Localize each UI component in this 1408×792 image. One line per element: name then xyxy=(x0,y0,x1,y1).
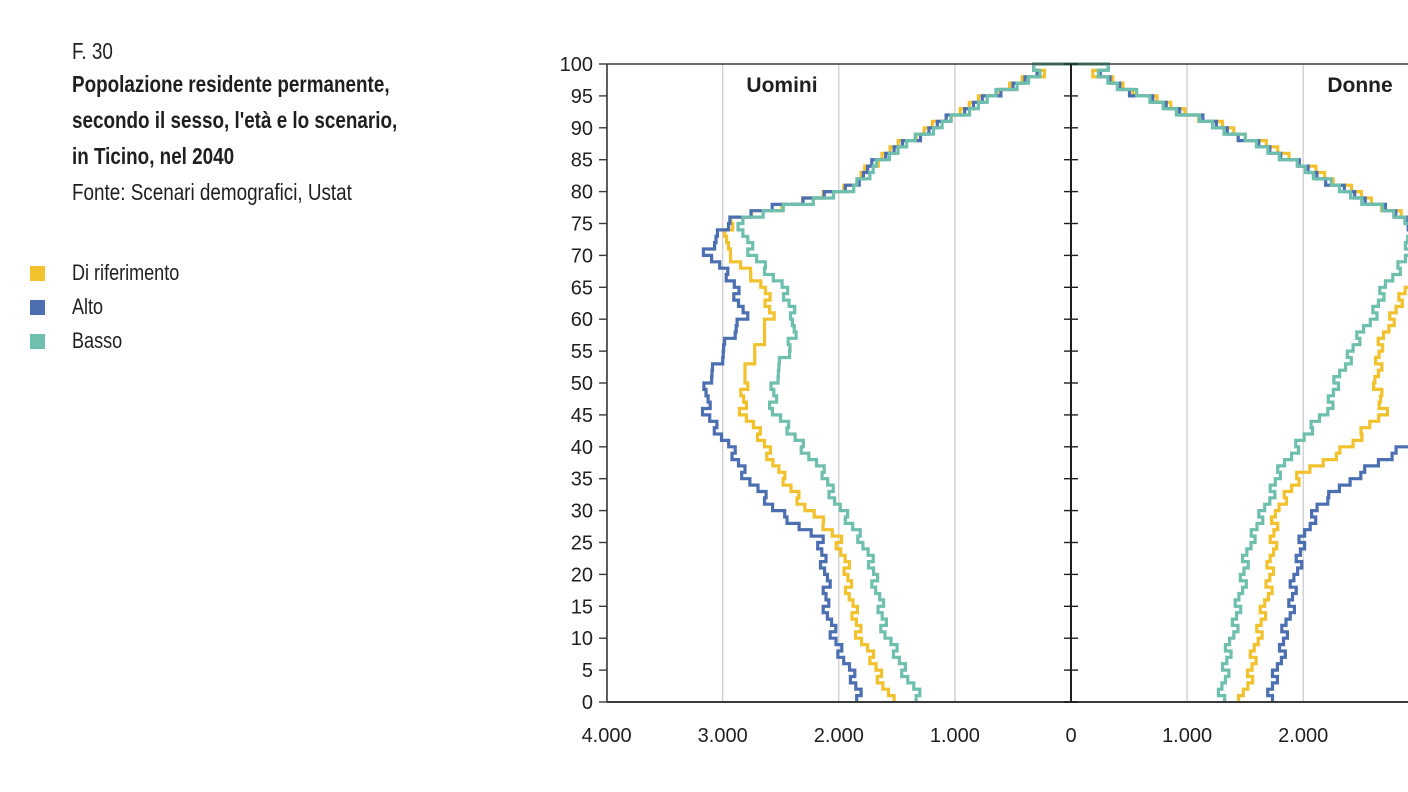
chart-legend: Di riferimento Alto Basso xyxy=(30,256,203,358)
y-tick-label-5: 25 xyxy=(571,533,593,555)
y-tick-label-20: 100 xyxy=(560,54,593,76)
panel-label-donne: Donne xyxy=(1327,74,1392,97)
y-tick-label-6: 30 xyxy=(571,501,593,523)
y-tick-label-14: 70 xyxy=(571,245,593,267)
axes xyxy=(599,63,1408,703)
y-tick-label-2: 10 xyxy=(571,628,593,650)
x-tick-label-5: 1.000 xyxy=(1162,725,1212,747)
legend-label-basso: Basso xyxy=(72,328,123,353)
chart-source: Fonte: Scenari demografici, Ustat xyxy=(72,179,352,205)
y-tick-label-3: 15 xyxy=(571,596,593,618)
y-tick-label-13: 65 xyxy=(571,277,593,299)
y-tick-label-10: 50 xyxy=(571,373,593,395)
legend-item-basso: Basso xyxy=(30,324,203,358)
y-tick-label-16: 80 xyxy=(571,182,593,204)
legend-swatch-alto xyxy=(30,299,45,315)
y-tick-label-1: 5 xyxy=(582,660,593,682)
y-tick-label-9: 45 xyxy=(571,405,593,427)
series-lines xyxy=(700,62,1408,702)
figure-number: F. 30 xyxy=(72,38,113,64)
y-tick-label-11: 55 xyxy=(571,341,593,363)
series-line-alto-men xyxy=(700,62,1071,702)
y-tick-label-12: 60 xyxy=(571,309,593,331)
axis-labels: 4.0003.0002.0001.00001.0002.0003.0510152… xyxy=(560,54,1393,747)
chart-caption: F. 30 Popolazione residente permanente, … xyxy=(72,36,512,210)
legend-label-riferimento: Di riferimento xyxy=(72,260,180,285)
legend-item-riferimento: Di riferimento xyxy=(30,256,203,290)
legend-label-alto: Alto xyxy=(72,294,104,319)
y-tick-label-8: 40 xyxy=(571,437,593,459)
y-tick-label-7: 35 xyxy=(571,469,593,491)
legend-swatch-basso xyxy=(30,333,45,349)
legend-swatch-riferimento xyxy=(30,265,45,281)
chart-title-line-2: secondo il sesso, l'età e lo scenario, xyxy=(72,107,398,133)
y-tick-label-19: 95 xyxy=(571,86,593,108)
x-tick-label-1: 3.000 xyxy=(698,725,748,747)
chart-title-line-3: in Ticino, nel 2040 xyxy=(72,143,235,169)
x-tick-label-6: 2.000 xyxy=(1278,725,1328,747)
x-tick-label-0: 4.000 xyxy=(582,725,632,747)
chart-title-line-1: Popolazione residente permanente, xyxy=(72,71,390,97)
legend-item-alto: Alto xyxy=(30,290,203,324)
x-tick-label-4: 0 xyxy=(1065,725,1076,747)
y-tick-label-15: 75 xyxy=(571,214,593,236)
series-line-basso-women xyxy=(1071,62,1408,702)
y-tick-label-18: 90 xyxy=(571,118,593,140)
panel-label-uomini: Uomini xyxy=(746,74,817,97)
x-tick-label-3: 1.000 xyxy=(930,725,980,747)
y-tick-label-17: 85 xyxy=(571,150,593,172)
y-tick-label-4: 20 xyxy=(571,564,593,586)
series-line-basso-men xyxy=(736,62,1071,702)
y-tick-label-0: 0 xyxy=(582,692,593,714)
x-tick-label-2: 2.000 xyxy=(814,725,864,747)
series-line-alto-women xyxy=(1071,62,1408,702)
series-line-di-riferimento-women xyxy=(1071,62,1408,702)
